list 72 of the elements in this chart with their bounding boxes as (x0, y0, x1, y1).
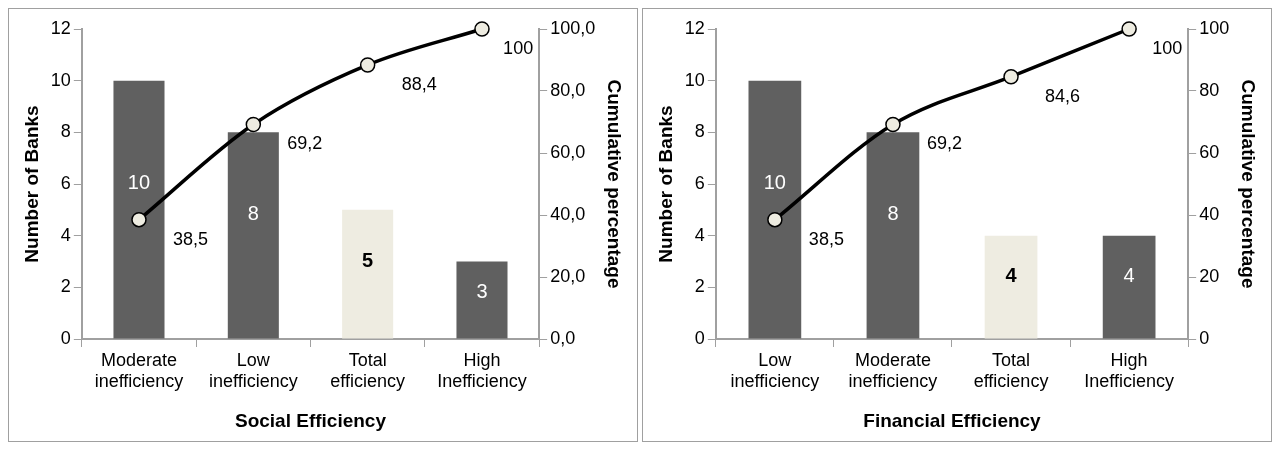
data-label: 84,6 (1045, 85, 1081, 106)
bar (456, 261, 508, 339)
x-tick-label: High Inefficiency (437, 349, 527, 392)
y2-tick-label: 0 (1199, 327, 1210, 348)
point (474, 21, 490, 37)
x-tick-label: Low inefficiency (730, 349, 820, 392)
x-tick-label: Low inefficiency (208, 349, 298, 392)
y2-axis-title: Cumulative percentage (604, 79, 626, 289)
data-label: 10 (763, 171, 786, 194)
y2-tick-label: 60,0 (550, 141, 586, 162)
data-label: 4 (1123, 264, 1135, 287)
data-label: 88,4 (401, 73, 437, 94)
y2-tick-label: 0,0 (550, 327, 576, 348)
y-tick-label: 8 (694, 121, 705, 142)
y-tick-label: 0 (60, 327, 71, 348)
y-tick-label: 12 (50, 17, 71, 38)
x-axis-title: Financial Efficiency (863, 409, 1042, 431)
data-label: 5 (362, 248, 374, 271)
y2-tick-label: 60 (1199, 141, 1220, 162)
point (245, 116, 262, 133)
y-tick-label: 0 (694, 327, 705, 348)
y-tick-label: 10 (50, 69, 71, 90)
y-tick-label: 6 (60, 172, 71, 193)
y2-tick-label: 100,0 (550, 17, 596, 38)
bar (984, 235, 1038, 339)
x-tick-label: Total efficiency (330, 349, 406, 392)
x-tick-label: High Inefficiency (1084, 349, 1174, 392)
data-label: 4 (1005, 264, 1018, 287)
y2-tick-label: 40 (1199, 203, 1220, 224)
y-tick-label: 2 (60, 276, 71, 297)
y-tick-label: 10 (684, 69, 705, 90)
point (885, 116, 901, 133)
data-label: 38,5 (808, 228, 844, 249)
data-label: 8 (887, 202, 899, 225)
data-label: 8 (247, 202, 259, 225)
y-tick-label: 4 (60, 224, 71, 245)
point (767, 211, 783, 228)
data-label: 69,2 (926, 133, 962, 154)
data-label: 69,2 (287, 133, 323, 154)
data-label: 100 (1152, 37, 1183, 58)
y-tick-label: 6 (694, 172, 705, 193)
point (1121, 21, 1137, 37)
bar (866, 132, 920, 339)
data-label: 38,5 (172, 228, 209, 249)
y2-tick-label: 20 (1199, 265, 1220, 286)
bar (227, 132, 279, 339)
x-tick-label: Moderate inefficiency (94, 349, 184, 392)
y-tick-label: 8 (60, 121, 71, 142)
y-axis-title: Number of Banks (654, 105, 676, 263)
y-axis-title: Number of Banks (20, 105, 42, 263)
y2-axis-title: Cumulative percentage (1238, 79, 1260, 289)
bar (113, 80, 165, 339)
data-label: 3 (476, 279, 488, 302)
data-label: 100 (503, 37, 534, 58)
y-tick-label: 12 (684, 17, 705, 38)
y2-tick-label: 100 (1199, 17, 1230, 38)
bar (1102, 235, 1156, 339)
y2-tick-label: 80,0 (550, 79, 586, 100)
point (359, 57, 376, 73)
y2-tick-label: 20,0 (550, 265, 586, 286)
data-label: 10 (127, 171, 151, 194)
x-tick-label: Moderate inefficiency (848, 349, 938, 392)
x-axis-title: Social Efficiency (234, 409, 387, 431)
bar (748, 80, 802, 339)
point (131, 211, 147, 228)
x-tick-label: Total efficiency (973, 349, 1049, 392)
y-tick-label: 4 (694, 224, 705, 245)
y-tick-label: 2 (694, 276, 705, 297)
y2-tick-label: 80 (1199, 79, 1220, 100)
point (1003, 68, 1019, 85)
bar (342, 209, 394, 339)
y2-tick-label: 40,0 (550, 203, 586, 224)
